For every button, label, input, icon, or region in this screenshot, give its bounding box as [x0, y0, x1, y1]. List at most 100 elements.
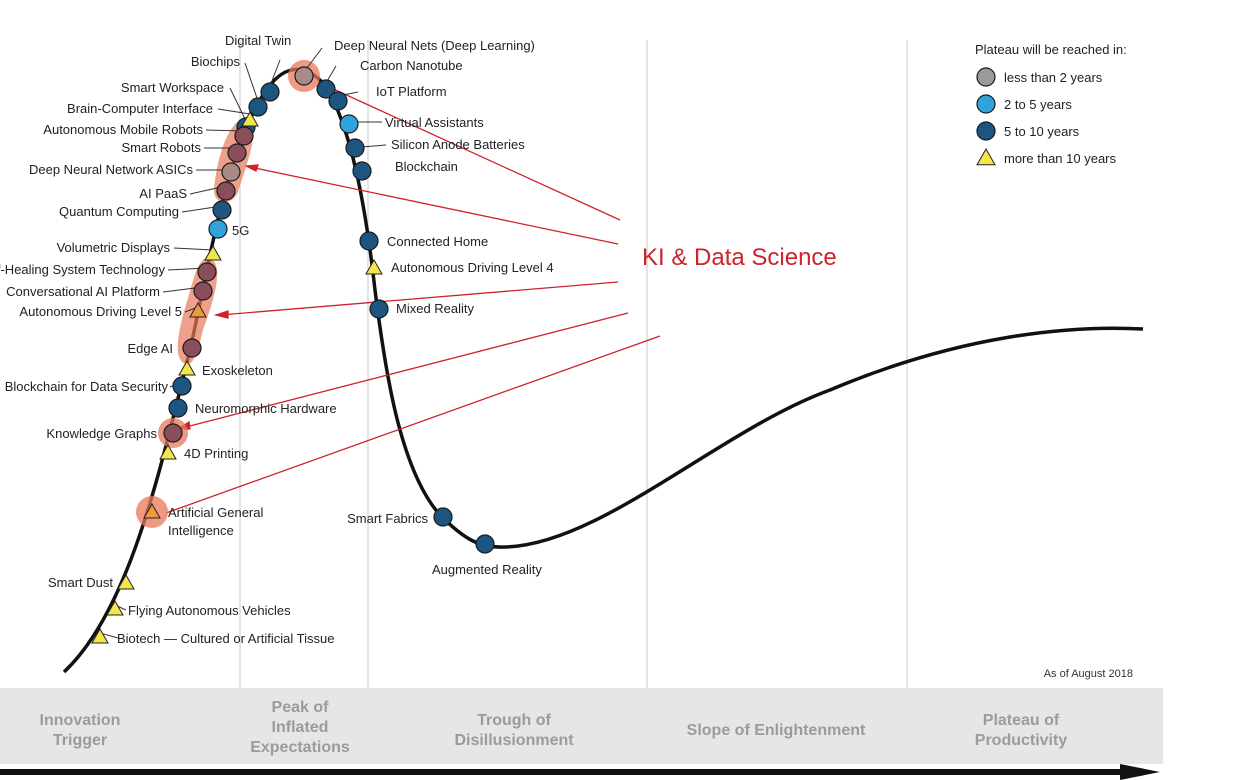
tech-neuromorphic-hardware: Neuromorphic Hardware	[168, 398, 337, 418]
tech-label: 4D Printing	[184, 446, 248, 461]
tech-label: Brain-Computer Interface	[67, 101, 213, 116]
tech-label: Blockchain	[395, 159, 458, 174]
arrow-line-kg	[181, 312, 629, 429]
arrow-head-asics-icon	[243, 164, 259, 172]
legend-item: more than 10 years	[976, 147, 1117, 166]
tech-label: Augmented Reality	[432, 562, 542, 577]
tech-connected-home: Connected Home	[359, 231, 488, 251]
tech-label: Smart Dust	[48, 575, 113, 590]
tech-marker-circle	[182, 338, 202, 358]
leader-line	[173, 247, 214, 251]
tech-label: 5G	[232, 223, 249, 238]
tech-label: Connected Home	[387, 234, 488, 249]
tech-digital-twin: Digital Twin	[225, 33, 291, 102]
tech-label: Biotech — Cultured or Artificial Tissue	[117, 631, 334, 646]
legend-circle-icon	[976, 67, 996, 87]
leader-line	[244, 62, 259, 102]
legend-item: 2 to 5 years	[976, 94, 1072, 114]
tech-flying-autonomous-vehicles: Flying Autonomous Vehicles	[106, 599, 291, 618]
tech-marker-triangle	[178, 359, 196, 376]
tech-brain-computer-interface: Brain-Computer Interface	[67, 101, 259, 127]
tech-marker-circle	[260, 82, 280, 102]
technology-markers: Digital Twin Biochips Deep Neural Nets (De…	[0, 33, 554, 646]
legend-item: less than 2 years	[976, 67, 1103, 87]
tech-marker-triangle	[189, 301, 207, 318]
legend-triangle-icon	[976, 147, 996, 166]
tech-label: Smart Robots	[122, 140, 202, 155]
legend-label: 2 to 5 years	[1004, 97, 1072, 112]
arrow-line-dnn	[317, 81, 621, 221]
phase-label: Slope of Enlightenment	[687, 722, 866, 739]
tech-label: Carbon Nanotube	[360, 58, 463, 73]
tech-marker-circle	[221, 162, 241, 182]
tech-self-healing-system-technology: Self-Healing System Technology	[0, 262, 217, 282]
tech-blockchain-for-data-security: Blockchain for Data Security	[5, 376, 192, 396]
phase-dividers	[239, 40, 908, 688]
legend-title: Plateau will be reached in:	[975, 42, 1127, 57]
tech-conversational-ai-platform: Conversational AI Platform	[6, 281, 213, 301]
tech-label: Deep Neural Nets (Deep Learning)	[334, 38, 535, 53]
arrow-line-agi	[165, 335, 661, 514]
tech-label: Knowledge Graphs	[46, 426, 157, 441]
tech-marker-circle	[197, 262, 217, 282]
phase-labels: Innovation Trigger Peak of Inflated Expectat…	[40, 699, 1068, 756]
tech-label: Autonomous Mobile Robots	[43, 122, 203, 137]
tech-label: Mixed Reality	[396, 301, 475, 316]
legend-label: less than 2 years	[1004, 70, 1103, 85]
callout-label: KI & Data Science	[642, 244, 837, 271]
tech-label: Edge AI	[127, 341, 173, 356]
tech-label: Conversational AI Platform	[6, 284, 160, 299]
tech-label: Smart Workspace	[121, 80, 224, 95]
tech-label: AI PaaS	[139, 186, 187, 201]
tech-label: Deep Neural Network ASICs	[29, 162, 194, 177]
tech-label: Autonomous Driving Level 5	[19, 304, 182, 319]
tech-quantum-computing: Quantum Computing	[59, 200, 232, 220]
tech-label: Smart Fabrics	[347, 511, 428, 526]
tech-deep-neural-nets-deep-learning: Deep Neural Nets (Deep Learning)	[294, 38, 535, 86]
tech-knowledge-graphs: Knowledge Graphs	[46, 423, 183, 443]
tech-label: Digital Twin	[225, 33, 291, 48]
time-axis-arrow-icon	[1120, 764, 1160, 780]
tech-marker-circle	[328, 91, 348, 111]
tech-label: Self-Healing System Technology	[0, 262, 165, 277]
tech-marker-circle	[248, 97, 268, 117]
tech-4d-printing: 4D Printing	[159, 443, 248, 461]
tech-marker-triangle	[117, 573, 135, 590]
tech-autonomous-driving-level-4: Autonomous Driving Level 4	[365, 258, 554, 275]
tech-label: Virtual Assistants	[385, 115, 484, 130]
arrow-line-asics	[249, 166, 619, 245]
tech-marker-triangle	[91, 627, 109, 644]
tech-marker-triangle	[143, 502, 161, 519]
tech-label: Biochips	[191, 54, 241, 69]
tech-marker-circle	[216, 181, 236, 201]
tech-5g: 5G	[208, 219, 249, 239]
phase-label: Peak of Inflated Expectations	[250, 699, 350, 756]
tech-marker-circle	[193, 281, 213, 301]
tech-marker-circle	[227, 143, 247, 163]
tech-label: Volumetric Displays	[57, 240, 171, 255]
tech-marker-circle	[352, 161, 372, 181]
tech-virtual-assistants: Virtual Assistants	[339, 114, 484, 134]
tech-marker-triangle	[106, 599, 124, 616]
tech-marker-triangle	[204, 244, 222, 261]
tech-label: Flying Autonomous Vehicles	[128, 603, 291, 618]
tech-label: Neuromorphic Hardware	[195, 401, 337, 416]
tech-blockchain: Blockchain	[352, 159, 458, 181]
tech-biotech-cultured-or-artificial-tissue: Biotech — Cultured or Artificial Tissue	[91, 627, 334, 646]
tech-exoskeleton: Exoskeleton	[178, 359, 273, 378]
tech-marker-circle	[433, 507, 453, 527]
tech-label: Exoskeleton	[202, 363, 273, 378]
tech-label: Autonomous Driving Level 4	[391, 260, 554, 275]
tech-deep-neural-network-asics: Deep Neural Network ASICs	[29, 162, 241, 182]
tech-label: IoT Platform	[376, 84, 447, 99]
legend-label: 5 to 10 years	[1004, 124, 1080, 139]
arrow-line-level5	[219, 281, 619, 316]
tech-edge-ai: Edge AI	[127, 338, 202, 358]
legend-circle-icon	[976, 94, 996, 114]
leader-line	[360, 144, 387, 148]
tech-marker-circle	[369, 299, 389, 319]
tech-label: Quantum Computing	[59, 204, 179, 219]
tech-marker-triangle	[241, 110, 259, 127]
tech-augmented-reality: Augmented Reality	[432, 534, 542, 577]
